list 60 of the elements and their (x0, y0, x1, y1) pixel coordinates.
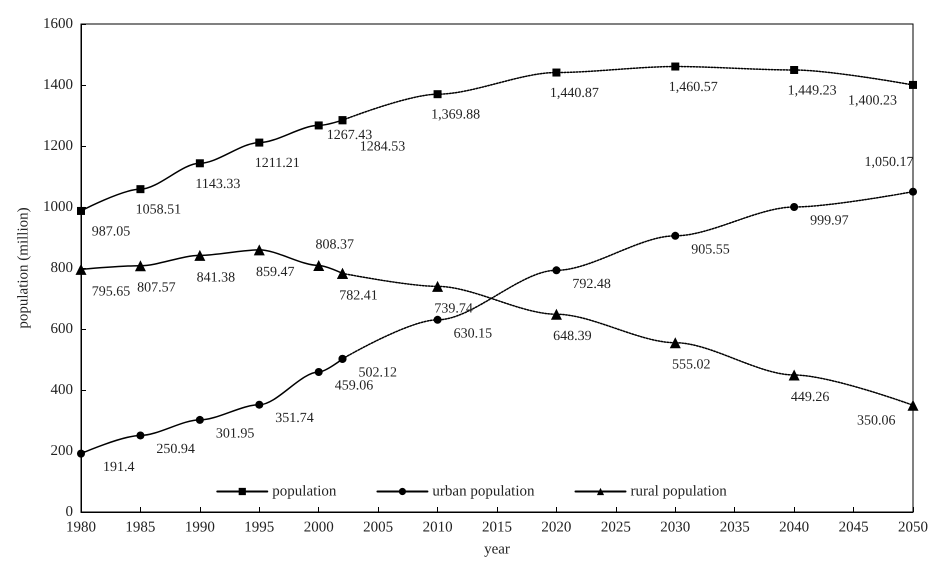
data-label: 449.26 (790, 390, 830, 405)
data-label: 630.15 (454, 326, 492, 342)
x-tick-label: 2010 (422, 520, 453, 536)
legend-label: rural population (630, 484, 728, 500)
data-label: 1,449.23 (788, 83, 837, 98)
data-label: 795.65 (92, 284, 130, 300)
data-label: 1,369.88 (431, 108, 480, 123)
data-label: 987.05 (92, 224, 130, 240)
y-tick-label: 200 (50, 443, 73, 459)
x-axis-title: year (484, 542, 510, 558)
y-tick-label: 1200 (43, 138, 73, 154)
data-label: 555.02 (672, 358, 711, 373)
y-tick-label: 400 (50, 382, 73, 398)
y-tick-label: 600 (50, 321, 73, 337)
x-tick-label: 1985 (125, 520, 156, 536)
data-label: 808.37 (315, 237, 354, 252)
data-label: 648.39 (553, 329, 592, 344)
data-label: 905.55 (691, 242, 730, 258)
data-label: 250.94 (156, 442, 195, 457)
data-label: 301.95 (216, 426, 254, 442)
x-tick-label: 2005 (363, 520, 394, 536)
x-tick-label: 2030 (660, 520, 690, 536)
data-label: 1143.33 (195, 176, 240, 192)
y-tick-label: 800 (50, 260, 73, 276)
x-tick-label: 2015 (482, 520, 512, 536)
data-label: 1,440.87 (550, 86, 599, 102)
data-label: 502.12 (358, 365, 397, 380)
y-tick-label: 1600 (43, 16, 73, 32)
data-label: 191.4 (103, 460, 134, 476)
data-label: 351.74 (275, 411, 314, 426)
data-label: 782.41 (339, 288, 378, 304)
x-tick-label: 1980 (66, 520, 96, 536)
x-tick-label: 2000 (304, 520, 334, 536)
y-tick-label: 0 (66, 504, 73, 520)
x-tick-label: 2045 (838, 520, 869, 536)
data-label: 1058.51 (136, 202, 182, 218)
data-label: 841.38 (196, 270, 236, 286)
data-label: 350.06 (857, 414, 896, 429)
data-label: 1,400.23 (848, 93, 897, 108)
legend-label: urban population (432, 484, 535, 500)
x-tick-label: 1990 (184, 520, 215, 536)
x-tick-label: 2035 (720, 520, 750, 536)
x-tick-label: 2040 (779, 520, 810, 536)
data-label: 807.57 (137, 280, 176, 296)
y-tick-label: 1400 (43, 77, 73, 93)
y-tick-label: 1000 (43, 199, 73, 215)
x-tick-label: 2025 (600, 520, 631, 536)
data-label: 739.74 (434, 301, 473, 316)
data-label: 792.48 (572, 276, 611, 292)
x-tick-label: 2050 (898, 520, 928, 536)
data-label: 1284.53 (360, 140, 406, 155)
data-label: 459.06 (334, 378, 374, 394)
data-label: 999.97 (810, 214, 849, 229)
data-label: 1211.21 (254, 156, 300, 172)
legend-label: population (272, 484, 337, 500)
x-tick-label: 1995 (244, 520, 274, 536)
data-label: 859.47 (256, 264, 295, 280)
y-axis-title: population (million) (16, 207, 32, 329)
x-tick-label: 2020 (541, 520, 572, 536)
data-label: 1,460.57 (668, 80, 718, 96)
